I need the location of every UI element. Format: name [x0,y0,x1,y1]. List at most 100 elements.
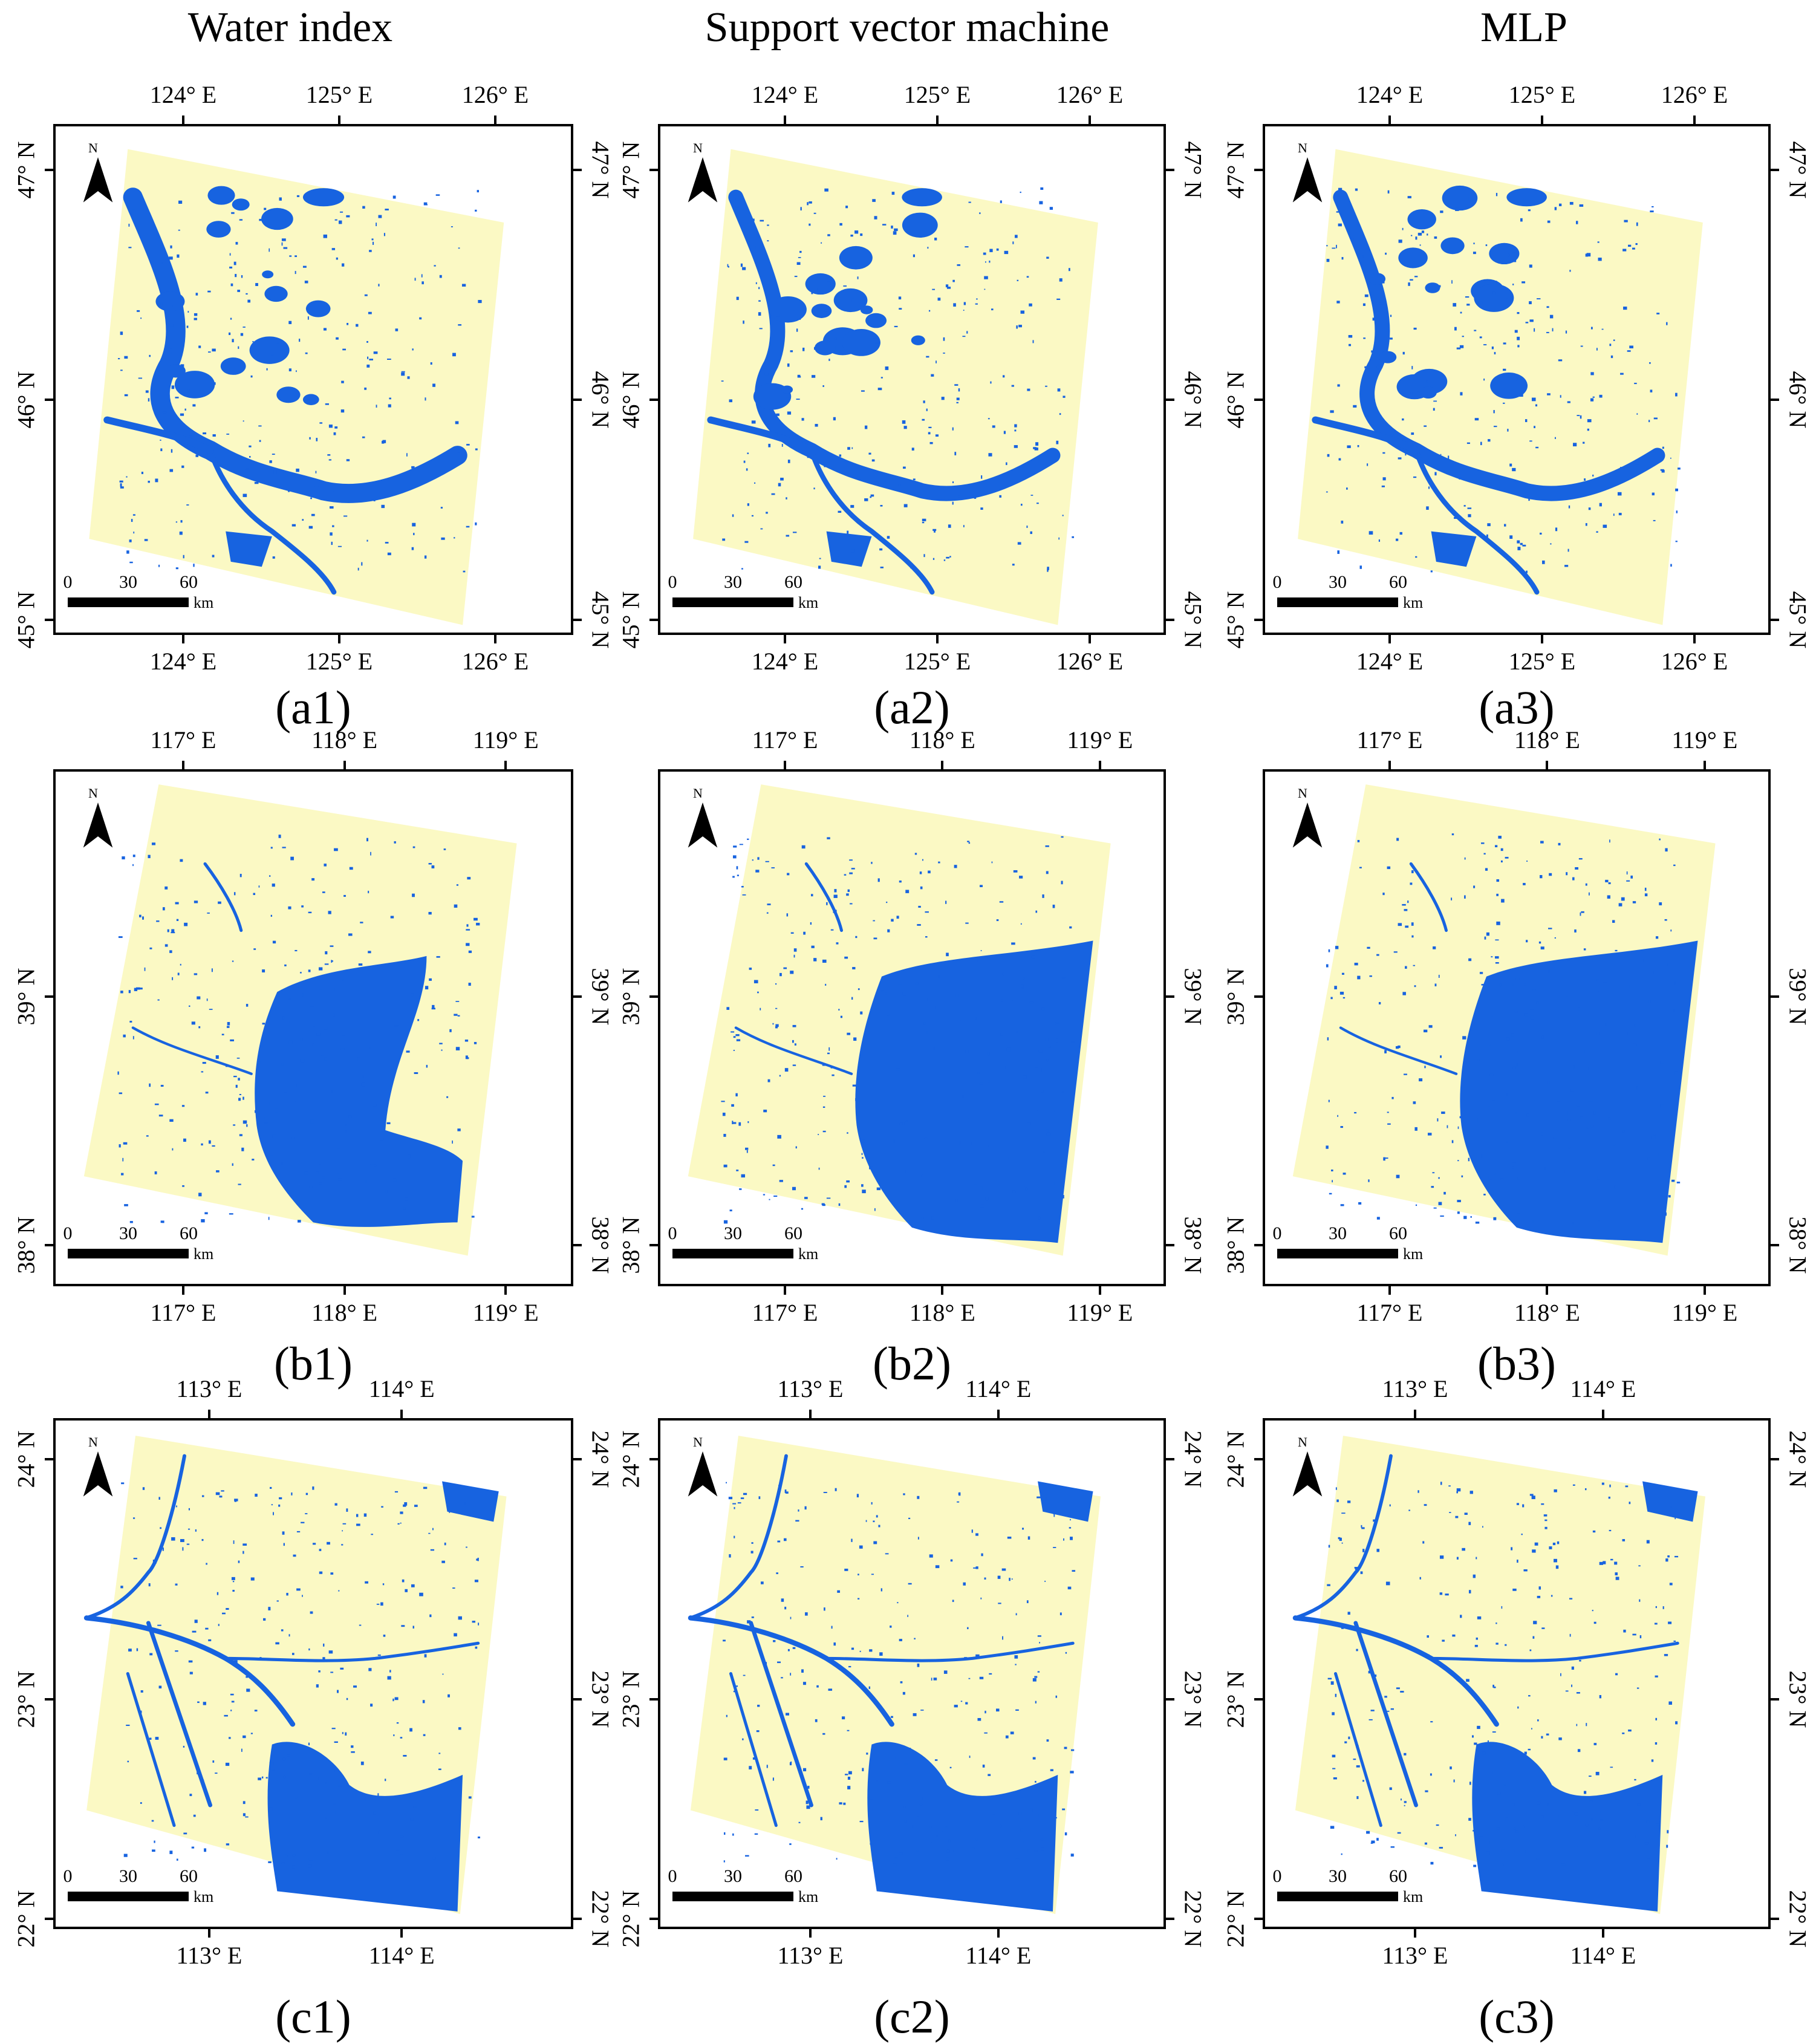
longitude-tick-label: 124° E [149,648,217,675]
tick-mark [784,1286,786,1295]
classification-map [1298,149,1703,625]
latitude-tick-label: 45° N [1784,591,1812,649]
longitude-tick-label: 118° E [909,726,975,753]
tick-mark [1541,635,1543,643]
scale-label: 30 [1329,1866,1347,1886]
longitude-tick-label: 118° E [1514,1299,1580,1326]
tick-mark [573,399,582,402]
scale-label: 30 [1329,572,1347,592]
scale-label: 0 [1272,572,1282,592]
scale-bar-line [1277,1892,1398,1901]
scale-bar-line [1277,1249,1398,1258]
tick-mark [1166,1457,1174,1460]
tick-mark [649,1243,658,1246]
scale-label: 0 [63,1223,73,1243]
tick-mark [1254,618,1263,621]
tick-mark [649,1457,658,1460]
longitude-tick-label: 124° E [1356,81,1424,108]
north-label: N [693,140,703,155]
scale-bar-line [672,597,793,607]
longitude-tick-label: 125° E [1508,81,1576,108]
scale-bar-line [672,1892,793,1901]
longitude-tick-label: 117° E [752,1299,818,1326]
tick-mark [1388,635,1391,643]
latitude-tick-label: 38° N [1179,1216,1207,1274]
tick-mark [1166,1918,1174,1921]
scale-bar: 0 30 60 km [1273,1222,1434,1271]
tick-mark [1546,1286,1549,1295]
tick-mark [1089,635,1091,643]
tick-mark [182,635,184,643]
north-label: N [1298,140,1307,155]
column-title-mlp: MLP [1480,4,1567,51]
latitude-tick-label: 45° N [617,591,645,649]
longitude-tick-label: 114° E [368,1942,435,1969]
north-arrow-icon: N [1289,786,1326,853]
classification-map [1292,784,1716,1256]
tick-mark [182,116,184,124]
tick-mark [1771,1918,1779,1921]
scale-label: 0 [668,1866,677,1886]
tick-mark [504,1286,507,1295]
north-arrow-icon: N [1289,1434,1326,1502]
longitude-tick-label: 117° E [752,726,818,753]
panel-label: (a3) [1479,681,1555,734]
water-bodies [117,835,480,1227]
panel-label: (b1) [274,1337,353,1390]
water-bodies [1326,833,1698,1243]
panel-label: (c1) [275,1990,351,2043]
longitude-tick-label: 119° E [1671,1299,1738,1326]
tick-mark [809,1410,812,1418]
latitude-tick-label: 38° N [1784,1216,1812,1274]
longitude-tick-label: 118° E [311,726,378,753]
latitude-tick-label: 22° N [1179,1890,1207,1948]
tick-mark [1166,399,1174,402]
scale-unit: km [798,1245,819,1263]
latitude-tick-label: 46° N [587,371,614,429]
longitude-tick-label: 119° E [472,726,539,753]
water-bodies [1292,1454,1698,1912]
tick-mark [343,1286,346,1295]
scale-label: 0 [668,1223,677,1243]
scale-label: 60 [1389,1866,1407,1886]
tick-mark [1166,1243,1174,1246]
tick-mark [809,1929,812,1938]
latitude-tick-label: 24° N [617,1430,645,1488]
longitude-tick-label: 117° E [150,726,216,753]
latitude-tick-label: 46° N [1784,371,1812,429]
latitude-tick-label: 39° N [1179,968,1207,1026]
scale-bar-line [672,1249,793,1258]
latitude-tick-label: 24° N [12,1430,40,1488]
map-panel-c3: N 0 30 60 km [1263,1418,1771,1929]
tick-mark [45,995,53,998]
latitude-tick-label: 24° N [1179,1430,1207,1488]
tick-mark [1541,116,1543,124]
latitude-tick-label: 22° N [1222,1890,1249,1948]
tick-mark [182,1286,184,1295]
scale-unit: km [1403,594,1424,611]
latitude-tick-label: 22° N [1784,1890,1812,1948]
tick-mark [343,761,346,769]
tick-mark [1703,1286,1706,1295]
tick-mark [1098,1286,1101,1295]
scale-unit: km [194,594,214,611]
north-arrow-icon: N [1289,140,1326,208]
classification-map [688,784,1111,1256]
north-label: N [1298,1434,1307,1450]
latitude-tick-label: 47° N [1179,141,1207,199]
longitude-tick-label: 126° E [461,648,529,675]
tick-mark [941,1286,944,1295]
longitude-tick-label: 126° E [1661,648,1728,675]
tick-mark [1601,1929,1604,1938]
land-area [693,149,1098,625]
scale-label: 60 [784,1866,802,1886]
longitude-tick-label: 114° E [1570,1942,1636,1969]
tick-mark [1166,169,1174,172]
tick-mark [338,635,340,643]
scale-bar: 0 30 60 km [668,1865,830,1913]
longitude-tick-label: 125° E [305,81,373,108]
longitude-tick-label: 124° E [751,81,819,108]
tick-mark [45,1697,53,1701]
panel-label: (a1) [275,681,351,734]
scale-label: 60 [180,572,198,592]
